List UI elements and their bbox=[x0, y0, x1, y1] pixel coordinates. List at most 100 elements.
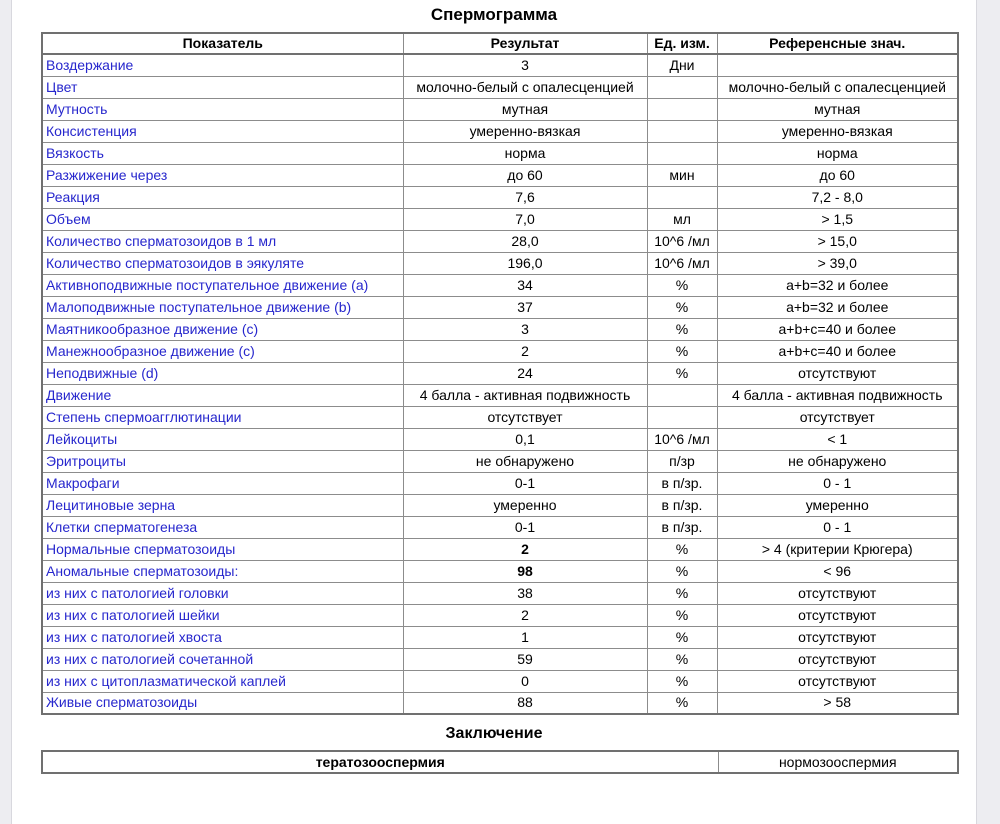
report-page: Спермограмма Показатель Результат Ед. из… bbox=[11, 0, 977, 824]
table-row: Клетки сперматогенеза 0-1 в п/зр. 0 - 1 bbox=[41, 515, 959, 539]
indicator-cell: Количество сперматозоидов в 1 мл bbox=[41, 229, 404, 253]
result-cell: не обнаружено bbox=[402, 449, 648, 473]
result-cell: умеренно bbox=[402, 493, 648, 517]
indicator-cell: Консистенция bbox=[41, 119, 404, 143]
unit-cell: % bbox=[646, 691, 718, 715]
unit-cell: % bbox=[646, 669, 718, 693]
table-row: Маятникообразное движение (c) 3 % a+b+c=… bbox=[41, 317, 959, 341]
table-row: Макрофаги 0-1 в п/зр. 0 - 1 bbox=[41, 471, 959, 495]
reference-cell: 7,2 - 8,0 bbox=[716, 185, 959, 209]
result-cell: 2 bbox=[402, 339, 648, 363]
unit-cell: Дни bbox=[646, 53, 718, 77]
table-row: Активноподвижные поступательное движение… bbox=[41, 273, 959, 297]
unit-cell: % bbox=[646, 581, 718, 605]
indicator-cell: из них с патологией шейки bbox=[41, 603, 404, 627]
result-cell: 37 bbox=[402, 295, 648, 319]
result-cell: 88 bbox=[402, 691, 648, 715]
table-row: Движение 4 балла - активная подвижность … bbox=[41, 383, 959, 407]
indicator-cell: из них с цитоплазматической каплей bbox=[41, 669, 404, 693]
reference-cell: молочно-белый с опалесценцией bbox=[716, 75, 959, 99]
reference-cell: норма bbox=[716, 141, 959, 165]
reference-cell: 0 - 1 bbox=[716, 515, 959, 539]
spermogram-table: Показатель Результат Ед. изм. Референсны… bbox=[41, 32, 959, 716]
result-cell: 24 bbox=[402, 361, 648, 385]
result-cell: 34 bbox=[402, 273, 648, 297]
result-cell: 7,6 bbox=[402, 185, 648, 209]
result-cell: 196,0 bbox=[402, 251, 648, 275]
reference-cell: умеренно-вязкая bbox=[716, 119, 959, 143]
indicator-cell: Количество сперматозоидов в эякуляте bbox=[41, 251, 404, 275]
table-row: Консистенция умеренно-вязкая умеренно-вя… bbox=[41, 119, 959, 143]
indicator-cell: Реакция bbox=[41, 185, 404, 209]
unit-cell: % bbox=[646, 361, 718, 385]
reference-cell: < 96 bbox=[716, 559, 959, 583]
header-indicator: Показатель bbox=[41, 32, 404, 56]
result-cell: 28,0 bbox=[402, 229, 648, 253]
table-row: Аномальные сперматозоиды: 98 % < 96 bbox=[41, 559, 959, 583]
indicator-cell: Разжижение через bbox=[41, 163, 404, 187]
table-row: Количество сперматозоидов в 1 мл 28,0 10… bbox=[41, 229, 959, 253]
reference-cell: отсутствуют bbox=[716, 603, 959, 627]
indicator-cell: Лейкоциты bbox=[41, 427, 404, 451]
unit-cell: 10^6 /мл bbox=[646, 251, 718, 275]
unit-cell: % bbox=[646, 339, 718, 363]
table-row: Вязкость норма норма bbox=[41, 141, 959, 165]
table-row: из них с патологией головки 38 % отсутст… bbox=[41, 581, 959, 605]
reference-cell: отсутствуют bbox=[716, 647, 959, 671]
reference-cell: отсутствует bbox=[716, 405, 959, 429]
reference-cell: 4 балла - активная подвижность bbox=[716, 383, 959, 407]
indicator-cell: Степень спермоагглютинации bbox=[41, 405, 404, 429]
indicator-cell: Цвет bbox=[41, 75, 404, 99]
result-cell: 2 bbox=[402, 537, 648, 561]
result-cell: 0-1 bbox=[402, 471, 648, 495]
reference-cell: > 39,0 bbox=[716, 251, 959, 275]
reference-cell: > 58 bbox=[716, 691, 959, 715]
conclusion-reference: нормозооспермия bbox=[717, 750, 959, 774]
table-row: Живые сперматозоиды 88 % > 58 bbox=[41, 691, 959, 715]
table-row: из них с патологией шейки 2 % отсутствую… bbox=[41, 603, 959, 627]
unit-cell: % bbox=[646, 559, 718, 583]
conclusion-table: тератозооспермия нормозооспермия bbox=[41, 750, 959, 775]
page-title: Спермограмма bbox=[430, 5, 558, 24]
result-cell: 0 bbox=[402, 669, 648, 693]
reference-cell: отсутствуют bbox=[716, 361, 959, 385]
indicator-cell: из них с патологией хвоста bbox=[41, 625, 404, 649]
unit-cell bbox=[646, 119, 718, 143]
unit-cell: % bbox=[646, 295, 718, 319]
reference-cell: 0 - 1 bbox=[716, 471, 959, 495]
unit-cell: в п/зр. bbox=[646, 515, 718, 539]
table-row: Эритроциты не обнаружено п/зр не обнаруж… bbox=[41, 449, 959, 473]
header-unit: Ед. изм. bbox=[646, 32, 718, 56]
table-row: Цвет молочно-белый с опалесценцией молоч… bbox=[41, 75, 959, 99]
reference-cell: умеренно bbox=[716, 493, 959, 517]
result-cell: до 60 bbox=[402, 163, 648, 187]
reference-cell: отсутствуют bbox=[716, 625, 959, 649]
indicator-cell: Движение bbox=[41, 383, 404, 407]
conclusion-title: Заключение bbox=[445, 725, 543, 743]
table-row: Количество сперматозоидов в эякуляте 196… bbox=[41, 251, 959, 275]
result-cell: умеренно-вязкая bbox=[402, 119, 648, 143]
table-row: Манежнообразное движение (c) 2 % a+b+c=4… bbox=[41, 339, 959, 363]
indicator-cell: из них с патологией головки bbox=[41, 581, 404, 605]
reference-cell: a+b+c=40 и более bbox=[716, 317, 959, 341]
table-row: Реакция 7,6 7,2 - 8,0 bbox=[41, 185, 959, 209]
indicator-cell: Маятникообразное движение (c) bbox=[41, 317, 404, 341]
reference-cell: отсутствуют bbox=[716, 581, 959, 605]
indicator-cell: Лецитиновые зерна bbox=[41, 493, 404, 517]
indicator-cell: Эритроциты bbox=[41, 449, 404, 473]
reference-cell: a+b=32 и более bbox=[716, 273, 959, 297]
table-row: из них с патологией хвоста 1 % отсутству… bbox=[41, 625, 959, 649]
table-row: Воздержание 3 Дни bbox=[41, 53, 959, 77]
reference-cell bbox=[716, 53, 959, 77]
unit-cell: в п/зр. bbox=[646, 471, 718, 495]
table-row: Нормальные сперматозоиды 2 % > 4 (критер… bbox=[41, 537, 959, 561]
result-cell: 1 bbox=[402, 625, 648, 649]
reference-cell: отсутствуют bbox=[716, 669, 959, 693]
indicator-cell: Живые сперматозоиды bbox=[41, 691, 404, 715]
result-cell: 98 bbox=[402, 559, 648, 583]
unit-cell: в п/зр. bbox=[646, 493, 718, 517]
table-row: Лейкоциты 0,1 10^6 /мл < 1 bbox=[41, 427, 959, 451]
reference-cell: a+b=32 и более bbox=[716, 295, 959, 319]
indicator-cell: Малоподвижные поступательное движение (b… bbox=[41, 295, 404, 319]
indicator-cell: Воздержание bbox=[41, 53, 404, 77]
